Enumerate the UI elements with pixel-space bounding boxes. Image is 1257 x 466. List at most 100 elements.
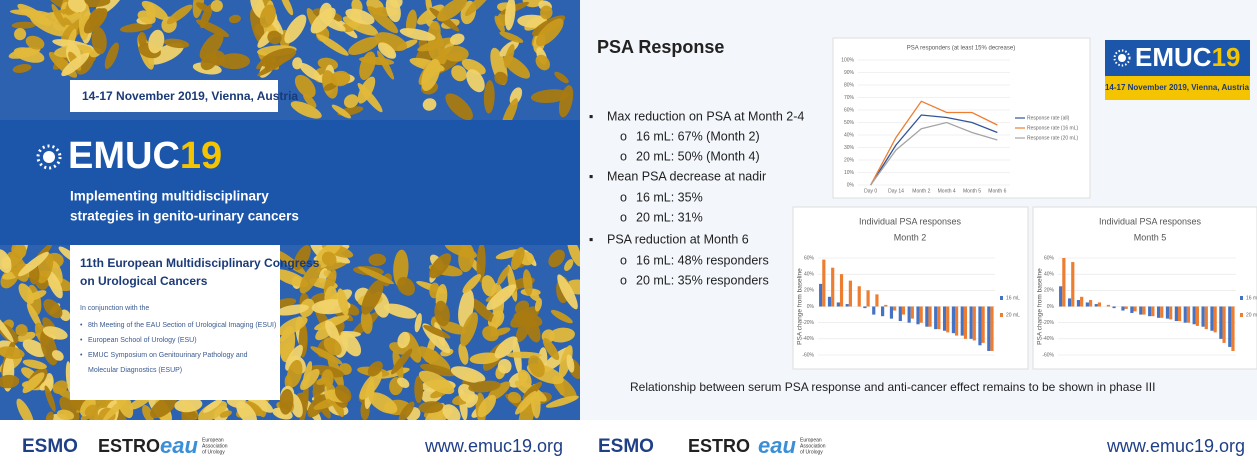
chart-title: Month 2 bbox=[894, 232, 927, 242]
bar bbox=[1142, 306, 1146, 315]
logo-word: EMUC bbox=[68, 135, 180, 177]
leaf bbox=[499, 31, 524, 43]
leaf bbox=[244, 401, 264, 417]
leaf bbox=[483, 80, 495, 114]
leaf bbox=[321, 251, 337, 267]
x-tick-label: Day 0 bbox=[864, 188, 877, 194]
leaf bbox=[534, 297, 542, 312]
bar bbox=[925, 306, 929, 327]
leaf bbox=[466, 69, 485, 93]
leaf bbox=[464, 0, 493, 17]
leaf bbox=[460, 312, 478, 347]
leaf bbox=[462, 274, 482, 294]
leaf bbox=[481, 275, 496, 297]
leaf bbox=[482, 325, 499, 342]
bar bbox=[1080, 296, 1084, 307]
bar bbox=[1210, 306, 1214, 331]
leaf bbox=[39, 378, 54, 391]
esmo-logo: ESMO bbox=[22, 436, 78, 457]
legend-label: 16 mL bbox=[1246, 295, 1257, 301]
leaf bbox=[323, 82, 338, 91]
leaf bbox=[275, 304, 309, 316]
leaf bbox=[345, 8, 375, 25]
congress: 11th European Multidisciplinary Congress bbox=[80, 256, 320, 270]
bullet-text: PSA reduction at Month 6 bbox=[607, 232, 749, 246]
leaf bbox=[367, 361, 383, 377]
eau-name: Association bbox=[202, 443, 228, 449]
leaf bbox=[442, 404, 461, 423]
leaf bbox=[343, 94, 359, 108]
eau-name: Association bbox=[800, 443, 826, 449]
bar bbox=[863, 306, 867, 309]
leaf bbox=[27, 290, 47, 301]
leaf bbox=[299, 262, 321, 294]
leaf bbox=[218, 53, 251, 70]
chart-title: Individual PSA responses bbox=[1099, 216, 1202, 226]
bar bbox=[1085, 302, 1089, 307]
y-tick-label: 60% bbox=[1044, 255, 1055, 261]
bar bbox=[822, 259, 826, 307]
left-slide: 14-17 November 2019, Vienna, Austria EMU… bbox=[0, 0, 590, 466]
right-slide: PSA Response ▪ Max reduction on PSA at M… bbox=[580, 0, 1257, 466]
leaf bbox=[504, 0, 516, 31]
leaf bbox=[558, 345, 573, 378]
leaf bbox=[290, 101, 322, 119]
leaf bbox=[43, 299, 63, 319]
leaf bbox=[293, 245, 311, 271]
leaf bbox=[84, 404, 98, 417]
leaf bbox=[391, 348, 413, 375]
bar bbox=[1204, 306, 1208, 330]
eau-logo: eau bbox=[160, 433, 198, 458]
leaf bbox=[359, 370, 383, 400]
bar bbox=[884, 304, 888, 307]
leaf bbox=[510, 306, 540, 328]
sun-icon bbox=[36, 144, 62, 170]
leaf bbox=[465, 394, 479, 408]
leaf bbox=[303, 93, 317, 108]
bar bbox=[1186, 306, 1191, 323]
bar bbox=[951, 306, 955, 334]
leaf bbox=[469, 352, 501, 365]
leaf bbox=[14, 28, 27, 41]
leaf bbox=[421, 59, 441, 91]
leaf bbox=[148, 42, 184, 65]
leaf bbox=[461, 58, 486, 75]
bar bbox=[898, 306, 902, 322]
bar bbox=[978, 306, 982, 346]
leaf bbox=[120, 22, 153, 33]
bar bbox=[972, 306, 976, 341]
leaf bbox=[46, 270, 63, 299]
bar bbox=[1148, 306, 1152, 317]
leaf bbox=[59, 396, 80, 422]
item: EMUC Symposium on Genitourinary Patholog… bbox=[88, 352, 248, 359]
y-tick-label: 0% bbox=[1047, 304, 1055, 310]
bar bbox=[1106, 304, 1110, 307]
leaf bbox=[195, 2, 212, 13]
sub-bullet: o bbox=[620, 190, 627, 204]
y-tick-label: 80% bbox=[844, 82, 855, 88]
leaf bbox=[299, 62, 322, 81]
bullet-text: Mean PSA decrease at nadir bbox=[607, 169, 766, 183]
leaf bbox=[294, 74, 316, 98]
bar bbox=[946, 306, 950, 333]
leaf bbox=[497, 358, 512, 374]
y-tick-label: -60% bbox=[802, 352, 814, 358]
bar bbox=[1133, 306, 1137, 312]
leaf bbox=[199, 32, 224, 60]
conjunction: In conjunction with the bbox=[80, 305, 149, 312]
leaf bbox=[16, 398, 34, 427]
leaf bbox=[514, 300, 530, 315]
leaf bbox=[26, 303, 42, 330]
leaf bbox=[334, 384, 352, 403]
leaf bbox=[264, 58, 272, 72]
leaf bbox=[0, 346, 25, 360]
bar bbox=[1088, 300, 1093, 307]
leaf bbox=[310, 346, 343, 365]
y-tick-label: 40% bbox=[804, 271, 815, 277]
leaf bbox=[337, 288, 349, 316]
y-axis-label: PSA change from baseline bbox=[797, 268, 804, 345]
legend-label: 20 mL bbox=[1006, 312, 1020, 318]
leaf bbox=[1, 256, 12, 270]
sub-text: 20 mL: 50% (Month 4) bbox=[636, 149, 760, 163]
sub-text: 16 mL: 48% responders bbox=[636, 253, 769, 267]
